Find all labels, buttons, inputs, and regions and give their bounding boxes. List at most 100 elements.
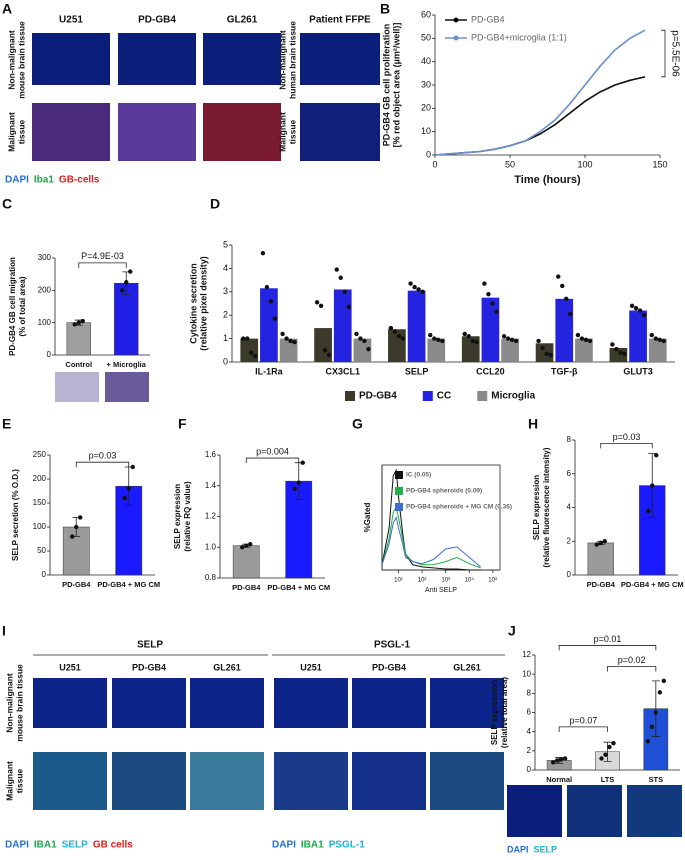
series-line (434, 76, 646, 156)
legend-label: PD-GB4 spheroids (0.09) (406, 488, 482, 495)
data-point (661, 338, 666, 344)
data-point (428, 332, 433, 338)
micrograph (190, 752, 264, 810)
y-tick-label: 50 (421, 33, 431, 43)
x-axis-label: Anti SELP (425, 587, 457, 594)
y-tick-label: 2 (223, 310, 228, 320)
data-point (260, 250, 266, 256)
micrograph (118, 103, 196, 161)
x-tick-label: CX3CL1 (325, 366, 360, 376)
data-point (594, 542, 599, 547)
data-point (292, 486, 297, 492)
data-point (641, 313, 647, 318)
data-point (607, 744, 612, 750)
panel-letter: D (210, 196, 220, 212)
x-tick-label: 10⁵ (488, 577, 498, 584)
bar (629, 310, 647, 362)
data-point (280, 331, 285, 337)
data-point (241, 336, 246, 341)
data-point (264, 284, 270, 290)
column-header: U251 (59, 662, 81, 672)
micrograph (105, 372, 149, 402)
y-tick-label: 0 (527, 765, 532, 774)
y-axis-label: SELP expression (490, 680, 499, 745)
micrograph (190, 678, 264, 728)
data-point (654, 452, 659, 458)
legend-swatch (422, 391, 433, 401)
data-point (253, 353, 258, 359)
data-point (598, 540, 603, 546)
micrograph (112, 678, 186, 728)
significance-bracket (600, 442, 653, 449)
p-value: p=0.03 (613, 432, 641, 442)
data-point (326, 352, 332, 358)
data-point (614, 346, 619, 352)
stain-label: PSGL-1 (329, 840, 366, 851)
data-point (610, 342, 615, 347)
micrograph (32, 33, 110, 85)
data-point (268, 298, 274, 304)
legend-marker (453, 35, 459, 41)
data-point (76, 320, 81, 325)
column-header: U251 (300, 662, 322, 672)
data-point (482, 281, 487, 286)
bar (481, 297, 500, 362)
panel-letter: H (528, 416, 538, 432)
row-label: tissue (14, 768, 24, 793)
y-tick-label: 4 (567, 503, 572, 512)
significance-bracket (75, 461, 130, 468)
panel-letter: A (2, 1, 12, 17)
y-tick-label: 6 (567, 469, 572, 478)
bar (427, 338, 446, 362)
p-value: p=0.004 (256, 446, 289, 456)
legend-label: PD-GB4 (471, 14, 505, 24)
micrograph (430, 752, 504, 810)
data-point (554, 758, 560, 763)
row-label: tissue (287, 119, 297, 144)
group-header: PSGL-1 (374, 640, 411, 651)
data-point (544, 351, 549, 357)
y-tick-label: 0 (223, 356, 228, 366)
row-label: human brain tissue (287, 21, 297, 99)
data-point (322, 348, 328, 353)
data-point (130, 464, 135, 470)
y-tick-label: 0 (567, 570, 572, 579)
stain-label: Iba1 (34, 175, 54, 186)
x-tick-label: + Microglia (107, 360, 147, 369)
row-label: Non-malignant (6, 30, 16, 90)
data-point (80, 318, 85, 324)
data-point (568, 311, 573, 317)
data-point (122, 496, 127, 501)
data-point (490, 301, 495, 306)
data-point (334, 267, 339, 272)
data-point (466, 334, 471, 339)
legend-label: PD-GB4 spheroids + MG CM (0.36) (406, 504, 512, 511)
data-point (558, 757, 564, 762)
significance-bracket (78, 262, 127, 268)
bar (575, 338, 593, 362)
significance-bracket (661, 29, 666, 78)
panel-letter: F (178, 416, 187, 432)
x-tick-label: GLUT3 (623, 366, 653, 376)
legend-label: Microglia (491, 391, 535, 402)
data-point (272, 316, 278, 321)
x-tick-label: PD-GB4 (62, 580, 91, 589)
y-tick-label: 20 (421, 103, 431, 113)
y-axis-label: (% of total area) (18, 276, 27, 336)
stain-label: GB cells (93, 840, 133, 851)
y-axis-label: SELP expression (173, 484, 182, 549)
data-point (550, 760, 556, 765)
x-tick-label: CCL20 (476, 366, 505, 376)
y-tick-label: 2 (527, 746, 532, 755)
x-tick-label: IL-1Ra (255, 366, 284, 376)
column-header: PD-GB4 (132, 662, 166, 672)
y-tick-label: 200 (38, 285, 52, 294)
data-point (564, 296, 569, 302)
y-tick-label: 1.0 (205, 542, 217, 551)
x-tick-label: 100 (577, 159, 592, 169)
data-point (74, 524, 79, 530)
stain-label: GB-cells (59, 175, 100, 186)
row-label: mouse brain tissue (16, 21, 26, 99)
stain-label: DAPI (5, 840, 29, 851)
data-point (420, 289, 425, 294)
